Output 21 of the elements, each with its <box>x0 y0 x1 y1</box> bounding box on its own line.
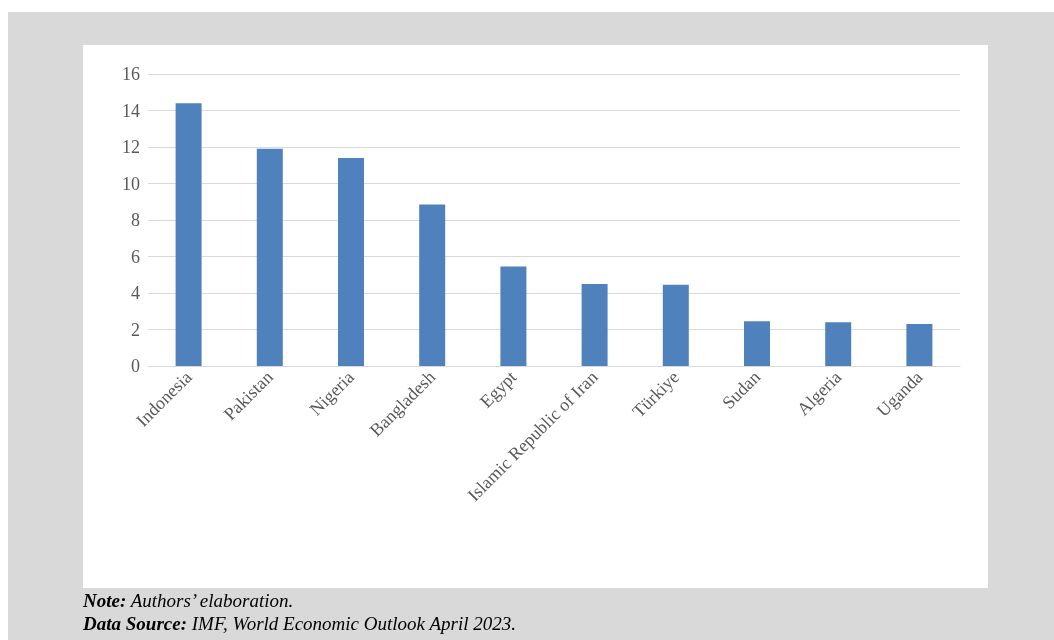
bar <box>744 321 770 366</box>
bar <box>175 103 202 366</box>
y-tick-label: 8 <box>131 210 140 230</box>
bar <box>581 283 608 366</box>
y-tick-label: 12 <box>122 137 140 157</box>
y-tick-label: 14 <box>122 100 140 121</box>
bar <box>825 322 852 366</box>
y-tick-label: 10 <box>122 173 140 194</box>
text: Note: Authors’ elaboration. <box>83 590 294 612</box>
bar <box>906 324 933 366</box>
bar <box>500 266 527 366</box>
y-tick-label: 16 <box>122 64 140 84</box>
y-tick-label: 2 <box>131 319 140 340</box>
bar <box>419 204 446 366</box>
bar <box>662 284 689 366</box>
y-tick-label: 4 <box>131 283 140 303</box>
bar <box>256 148 283 366</box>
source-note: Data Source: IMF, World Economic Outlook April 2023. <box>83 613 516 635</box>
y-tick-label: 6 <box>131 246 140 267</box>
y-tick-label: 0 <box>131 356 140 376</box>
bar <box>338 157 364 366</box>
